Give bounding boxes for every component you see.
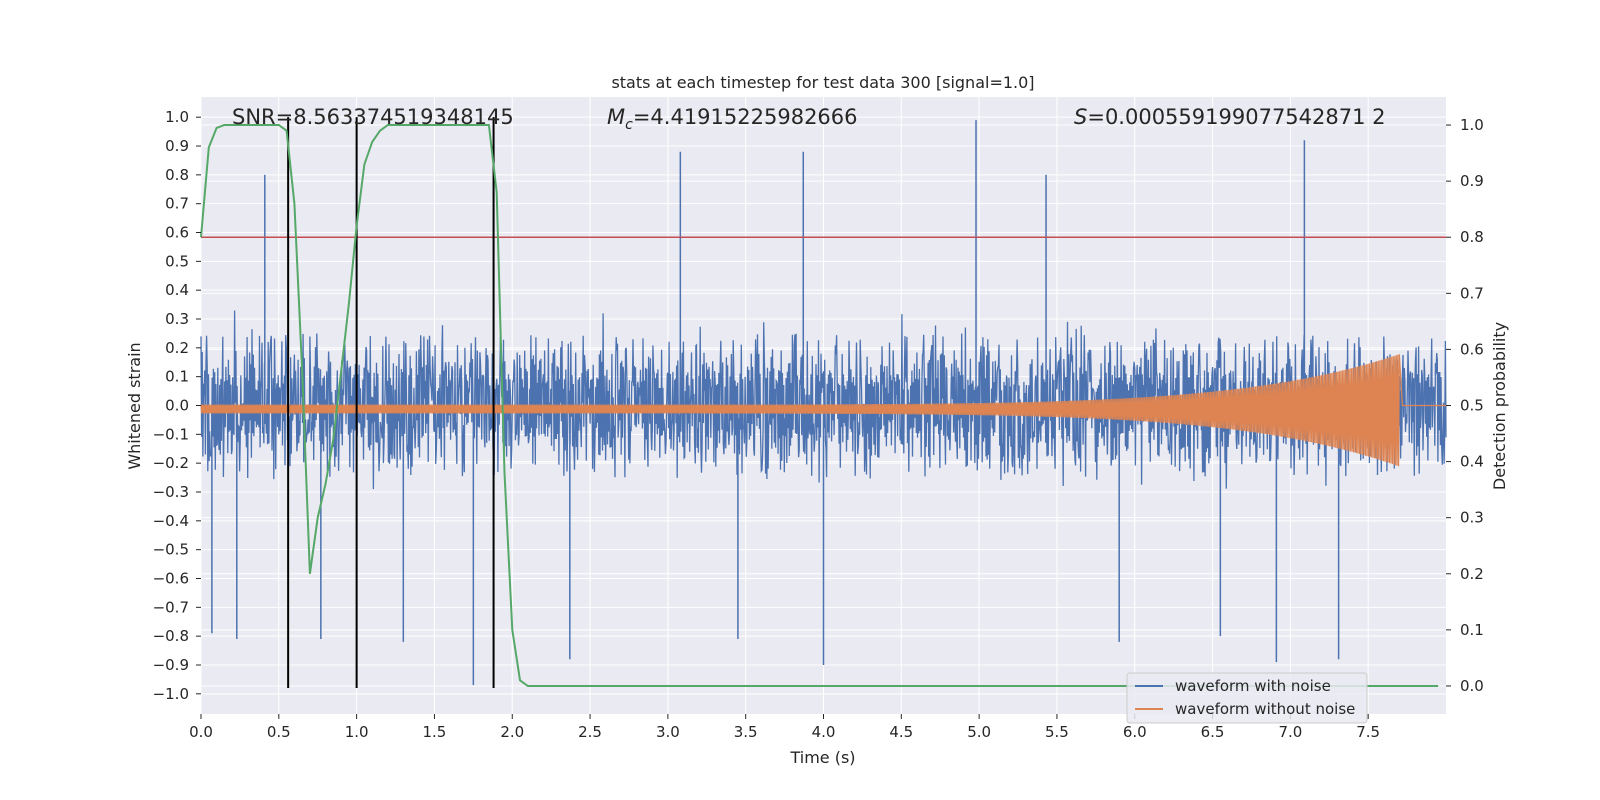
x-tick-label: 0.5	[267, 723, 291, 741]
snr-annotation: SNR=8.563374519348145	[232, 105, 514, 129]
legend-box	[1126, 672, 1368, 724]
y-tick-label: 0.0	[165, 397, 189, 415]
y-tick-label: −0.9	[153, 656, 189, 674]
y-tick-label: −0.2	[153, 454, 189, 472]
y-tick-label: −0.4	[153, 512, 189, 530]
x-tick-label: 1.5	[423, 723, 447, 741]
legend-label-clean: waveform without noise	[1175, 700, 1355, 718]
y-tick-label: −0.6	[153, 569, 189, 587]
chirp-mass-annotation: Mc=4.41915225982666	[607, 105, 858, 133]
x-tick-label: 4.0	[812, 723, 836, 741]
y-tick-label: 0.5	[165, 252, 189, 270]
legend-label-noise: waveform with noise	[1175, 677, 1331, 695]
y2-tick-label: 0.9	[1460, 172, 1484, 190]
s-annotation: S=0.000559199077542871 2	[1074, 105, 1386, 129]
series-waveform-without-noise	[200, 354, 1446, 467]
y-tick-label: 0.7	[165, 195, 189, 213]
x-tick-label: 1.0	[345, 723, 369, 741]
x-tick-label: 6.5	[1201, 723, 1225, 741]
x-tick-label: 0.0	[189, 723, 213, 741]
x-tick-label: 7.5	[1356, 723, 1380, 741]
y2-tick-label: 0.5	[1460, 397, 1484, 415]
y-tick-label: 1.0	[165, 108, 189, 126]
x-tick-label: 5.0	[967, 723, 991, 741]
x-tick-label: 3.5	[734, 723, 758, 741]
y-tick-label: −1.0	[153, 685, 189, 703]
x-tick-label: 2.0	[500, 723, 524, 741]
y-tick-label: 0.1	[165, 368, 189, 386]
y-tick-label: 0.9	[165, 137, 189, 155]
y-tick-label: −0.3	[153, 483, 189, 501]
series-detection-probability	[200, 124, 1439, 687]
y2-tick-label: 0.0	[1460, 677, 1484, 695]
y2-tick-label: 0.2	[1460, 565, 1484, 583]
y2-tick-label: 0.8	[1460, 228, 1484, 246]
y-axis-label: Whitened strain	[125, 342, 144, 469]
x-tick-label: 5.5	[1045, 723, 1069, 741]
y-tick-label: 0.8	[165, 166, 189, 184]
y-tick-label: −0.1	[153, 425, 189, 443]
y2-tick-label: 1.0	[1460, 116, 1484, 134]
y2-tick-label: 0.1	[1460, 621, 1484, 639]
y2-axis-label: Detection probability	[1490, 322, 1509, 490]
y-tick-label: −0.7	[153, 598, 189, 616]
x-tick-label: 3.0	[656, 723, 680, 741]
y-tick-label: 0.4	[165, 281, 189, 299]
y2-tick-label: 0.7	[1460, 284, 1484, 302]
data-layer	[200, 117, 1447, 689]
y2-tick-label: 0.6	[1460, 340, 1484, 358]
y-tick-label: 0.6	[165, 224, 189, 242]
x-tick-label: 6.0	[1123, 723, 1147, 741]
chart-title: stats at each timestep for test data 300…	[611, 73, 1034, 92]
y-tick-label: −0.8	[153, 627, 189, 645]
y2-tick-label: 0.4	[1460, 453, 1484, 471]
axes-ticks: 0.0 0.5 1.0 1.5 2.0 2.5 3.0 3.5 4.0 4.5 5.0 5.5 6.0 6…	[153, 108, 1484, 741]
y-tick-label: −0.5	[153, 541, 189, 559]
x-tick-label: 7.0	[1278, 723, 1302, 741]
x-tick-label: 4.5	[889, 723, 913, 741]
y2-tick-label: 0.3	[1460, 509, 1484, 527]
x-axis-label: Time (s)	[789, 748, 855, 767]
y-tick-label: 0.3	[165, 310, 189, 328]
y-tick-label: 0.2	[165, 339, 189, 357]
legend: waveform with noise waveform without noi…	[1126, 672, 1368, 724]
x-tick-label: 2.5	[578, 723, 602, 741]
